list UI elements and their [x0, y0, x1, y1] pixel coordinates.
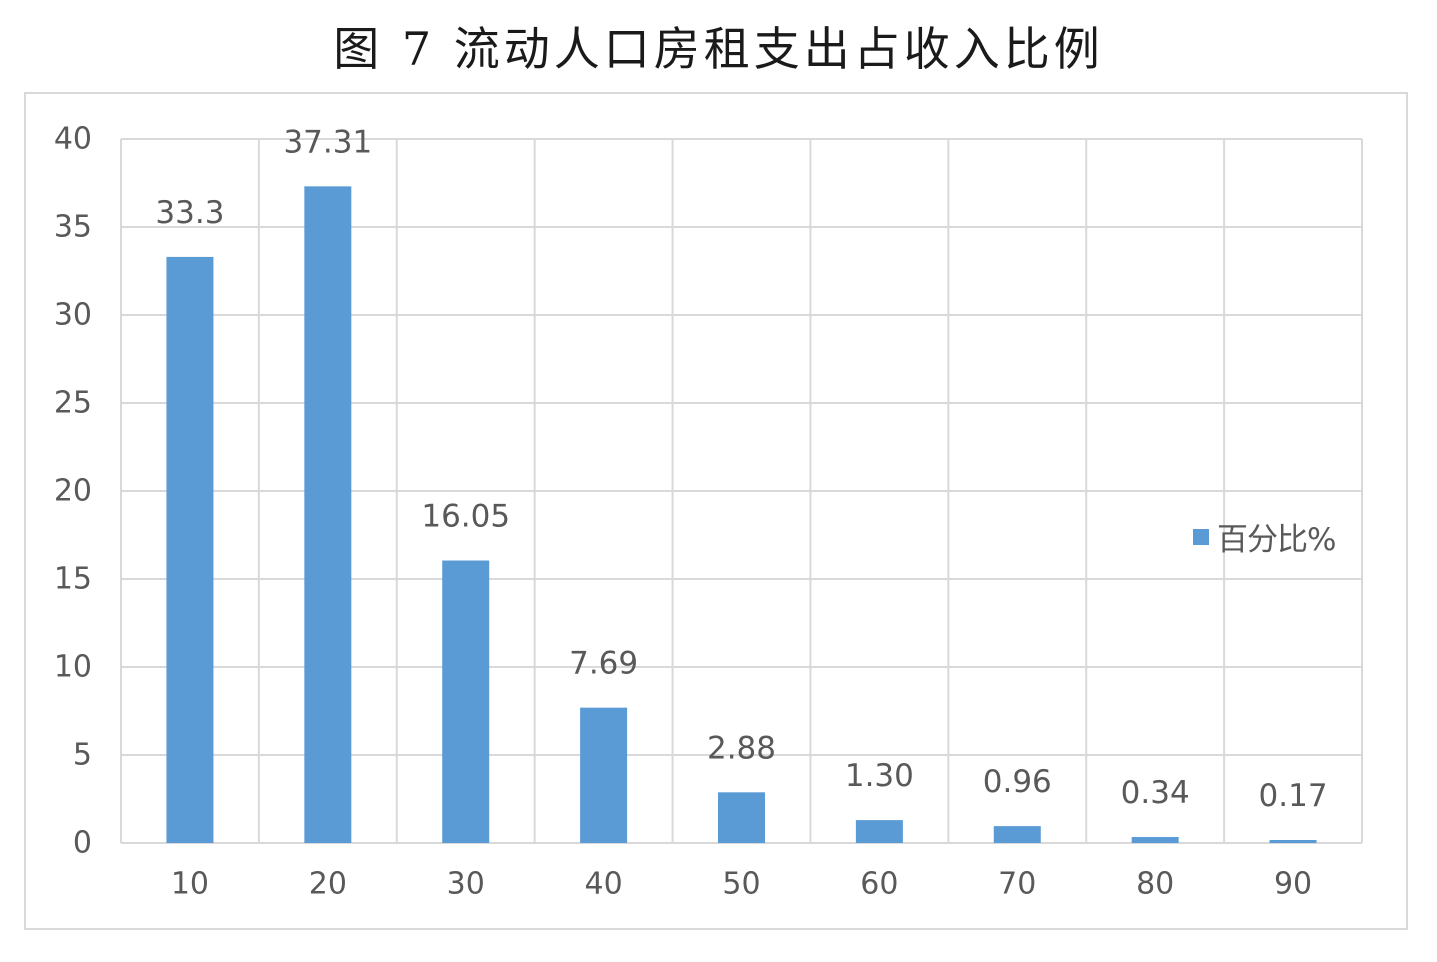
x-axis-ticks: 10 20 30 40 50 60 70 80 90 — [171, 867, 1312, 902]
y-tick-label: 30 — [54, 298, 92, 333]
bar — [304, 186, 352, 843]
y-tick-label: 5 — [73, 738, 92, 773]
bar — [718, 792, 765, 843]
data-labels: 33.3 37.31 16.05 7.69 2.88 1.30 0.96 0.34 0.17 — [155, 124, 1327, 814]
x-tick-label: 80 — [1136, 867, 1174, 902]
bar — [580, 707, 628, 843]
bar — [993, 826, 1041, 843]
bar — [1269, 840, 1317, 843]
bar — [855, 820, 903, 843]
x-tick-label: 40 — [585, 867, 623, 902]
data-label: 2.88 — [707, 730, 776, 766]
y-tick-label: 25 — [54, 386, 92, 421]
legend-label: 百分比% — [1217, 522, 1336, 558]
y-tick-label: 15 — [54, 562, 92, 597]
bar — [442, 560, 490, 843]
data-label: 0.17 — [1259, 778, 1328, 814]
bar — [166, 256, 214, 843]
x-tick-label: 60 — [860, 867, 898, 902]
figure-title: 图 7 流动人口房租支出占收入比例 — [333, 22, 1104, 76]
data-label: 7.69 — [569, 646, 638, 682]
data-label: 37.31 — [283, 124, 372, 160]
legend: 百分比% — [1193, 514, 1336, 559]
y-tick-label: 0 — [73, 826, 92, 861]
legend-swatch — [1193, 528, 1209, 545]
chart-frame — [24, 92, 1408, 930]
y-tick-label: 20 — [54, 474, 92, 509]
data-label: 0.96 — [983, 764, 1052, 800]
data-label: 0.34 — [1121, 775, 1190, 811]
x-tick-label: 10 — [171, 867, 209, 902]
x-tick-label: 50 — [722, 867, 760, 902]
data-label: 16.05 — [421, 499, 510, 535]
x-tick-label: 70 — [998, 867, 1036, 902]
y-tick-label: 40 — [54, 122, 92, 157]
y-tick-label: 10 — [54, 650, 92, 685]
x-tick-label: 20 — [309, 867, 347, 902]
y-axis-ticks: 0 5 10 15 20 25 30 35 40 — [54, 122, 92, 861]
bars — [166, 186, 1317, 843]
data-label: 1.30 — [845, 758, 914, 794]
x-tick-label: 90 — [1274, 867, 1312, 902]
x-tick-label: 30 — [447, 867, 485, 902]
y-tick-label: 35 — [54, 210, 92, 245]
bar — [1131, 837, 1179, 843]
data-label: 33.3 — [155, 195, 224, 231]
